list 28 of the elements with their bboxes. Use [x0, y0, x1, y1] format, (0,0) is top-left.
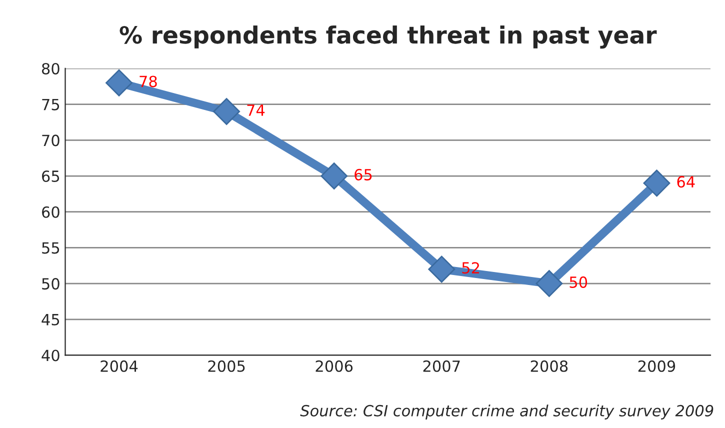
data-label: 65 — [354, 168, 372, 180]
y-tick-label: 60 — [42, 206, 60, 218]
point — [428, 256, 456, 283]
x-tick-label: 2006 — [316, 360, 353, 372]
y-tick-label: 65 — [42, 170, 60, 182]
point — [536, 270, 563, 298]
y-tick-label: 70 — [42, 134, 60, 146]
y-tick-label: 45 — [42, 314, 60, 326]
data-label: 78 — [140, 76, 157, 88]
source-note: Source: CSI computer crime and security survey 2009 — [300, 404, 714, 420]
x-tick-label: 2005 — [208, 360, 245, 372]
y-tick-label: 40 — [42, 350, 60, 362]
x-tick-label: 2008 — [530, 360, 568, 372]
point — [213, 98, 240, 125]
data-label: 64 — [677, 176, 695, 188]
x-tick-label: 2009 — [638, 360, 676, 372]
y-tick-label: 80 — [42, 62, 60, 74]
x-tick-label: 2004 — [100, 360, 138, 372]
point — [320, 162, 348, 190]
data-label: 74 — [247, 104, 265, 116]
y-tick-label: 50 — [42, 278, 60, 290]
chart-title: % respondents faced threat in past year — [120, 26, 657, 49]
x-tick-label: 2007 — [423, 360, 460, 372]
y-tick-label: 75 — [42, 98, 60, 110]
point — [106, 69, 132, 96]
point — [643, 170, 670, 197]
data-label: 50 — [570, 276, 588, 288]
y-tick-label: 55 — [42, 242, 60, 254]
